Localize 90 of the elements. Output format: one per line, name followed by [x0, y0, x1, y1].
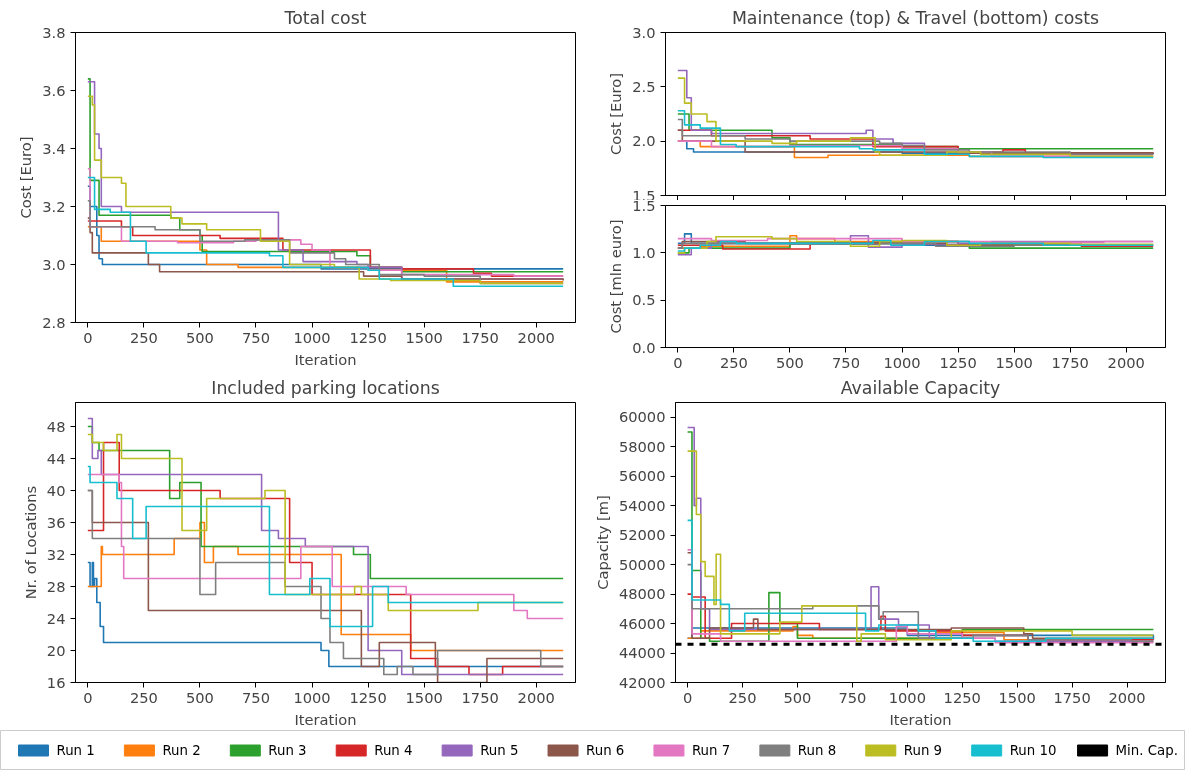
y-tick-label: 56000 — [618, 467, 666, 485]
legend-label: Run 7 — [691, 743, 731, 758]
legend-label: Run 2 — [162, 743, 201, 758]
x-tick-label: 1250 — [943, 688, 981, 706]
y-tick-label: 44 — [46, 449, 66, 467]
x-tick-label: 500 — [775, 353, 804, 371]
x-tick-label: 1000 — [293, 328, 331, 346]
x-tick-label: 500 — [783, 688, 812, 706]
y-axis-title: Capacity [m] — [593, 495, 611, 590]
y-tick-label: 2.5 — [632, 77, 656, 95]
y-tick-label: 24 — [46, 609, 66, 627]
x-tick-label: 1750 — [461, 328, 499, 346]
legend-label: Run 9 — [903, 743, 943, 758]
x-tick-label: 750 — [832, 353, 860, 371]
y-tick-label: 44000 — [618, 644, 666, 662]
y-tick-label: 48000 — [618, 585, 666, 603]
y-tick-label: 0.5 — [632, 291, 656, 309]
x-tick-label: 1000 — [883, 353, 921, 371]
y-tick-label: 16 — [46, 673, 66, 691]
x-tick-label: 1750 — [1051, 353, 1089, 371]
legend-label: Run 5 — [480, 743, 519, 758]
y-tick-label: 2.0 — [632, 132, 656, 150]
y-tick-label: 2.8 — [42, 313, 66, 331]
y-axis-title: Cost [mln euro] — [607, 219, 625, 334]
chart-title: Included parking locations — [211, 377, 440, 398]
legend-label: Run 6 — [586, 743, 625, 758]
x-tick-label: 1500 — [998, 688, 1036, 706]
y-tick-label: 50000 — [618, 555, 666, 573]
x-tick-label: 250 — [719, 353, 748, 371]
y-tick-label: 32 — [46, 545, 66, 563]
y-tick-label: 3.0 — [632, 23, 656, 41]
x-tick-label: 250 — [129, 328, 158, 346]
y-tick-label: 42000 — [618, 673, 666, 691]
x-tick-label: 1500 — [405, 328, 443, 346]
chart-title: Maintenance (top) & Travel (bottom) costs — [731, 7, 1100, 28]
x-tick-label: 0 — [682, 688, 693, 706]
x-tick-label: 250 — [728, 688, 757, 706]
x-tick-label: 1500 — [405, 688, 443, 706]
y-tick-label: 28 — [46, 577, 66, 595]
x-tick-label: 2000 — [517, 688, 555, 706]
chart-title: Available Capacity — [840, 377, 1001, 398]
y-axis-title: Cost [Euro] — [607, 73, 625, 155]
x-tick-label: 1250 — [939, 353, 977, 371]
x-tick-label: 1250 — [349, 688, 387, 706]
y-tick-label: 3.0 — [42, 255, 66, 273]
y-tick-label: 3.2 — [42, 197, 66, 215]
y-tick-label: 0.0 — [632, 338, 656, 356]
x-tick-label: 500 — [185, 328, 214, 346]
x-tick-label: 250 — [129, 688, 158, 706]
y-tick-label: 60000 — [618, 408, 666, 426]
chart-title: Total cost — [283, 7, 367, 28]
x-tick-label: 750 — [242, 328, 270, 346]
x-tick-label: 0 — [83, 328, 93, 346]
x-tick-label: 1750 — [1053, 688, 1091, 706]
y-tick-label: 3.8 — [42, 23, 66, 41]
x-tick-label: 1000 — [293, 688, 331, 706]
y-tick-label: 3.6 — [42, 81, 66, 99]
x-axis-title: Iteration — [294, 350, 357, 368]
x-tick-label: 1000 — [888, 688, 926, 706]
y-tick-label: 58000 — [618, 437, 666, 455]
x-tick-label: 1500 — [995, 353, 1033, 371]
legend-label: Run 10 — [1009, 743, 1057, 758]
x-tick-label: 750 — [242, 688, 270, 706]
y-tick-label: 54000 — [618, 496, 666, 514]
x-axis-title: Iteration — [889, 710, 952, 728]
legend-label: Run 1 — [56, 743, 95, 758]
x-tick-label: 0 — [83, 688, 93, 706]
y-tick-label: 1.0 — [632, 243, 656, 261]
x-tick-label: 2000 — [517, 328, 555, 346]
y-tick-label: 3.4 — [42, 139, 66, 157]
legend-label: Run 3 — [268, 743, 307, 758]
legend-label: Run 8 — [797, 743, 837, 758]
y-tick-label: 40 — [46, 481, 66, 499]
y-tick-label: 48 — [46, 417, 66, 435]
x-tick-label: 500 — [185, 688, 214, 706]
x-tick-label: 750 — [838, 688, 867, 706]
x-tick-label: 2000 — [1108, 688, 1146, 706]
y-tick-label: 52000 — [618, 526, 666, 544]
y-tick-label: 46000 — [618, 614, 666, 632]
legend-label: Min. Cap. — [1115, 743, 1178, 758]
y-tick-label: 20 — [46, 641, 66, 659]
x-tick-label: 0 — [673, 353, 683, 371]
x-tick-label: 2000 — [1107, 353, 1145, 371]
x-tick-label: 1750 — [461, 688, 499, 706]
y-axis-title: Cost [Euro] — [17, 136, 35, 219]
y-tick-label: 36 — [46, 513, 66, 531]
legend-label: Run 4 — [374, 743, 413, 758]
x-axis-title: Iteration — [294, 710, 357, 728]
x-tick-label: 1250 — [349, 328, 387, 346]
y-axis-title: Nr. of Locations — [21, 485, 39, 600]
